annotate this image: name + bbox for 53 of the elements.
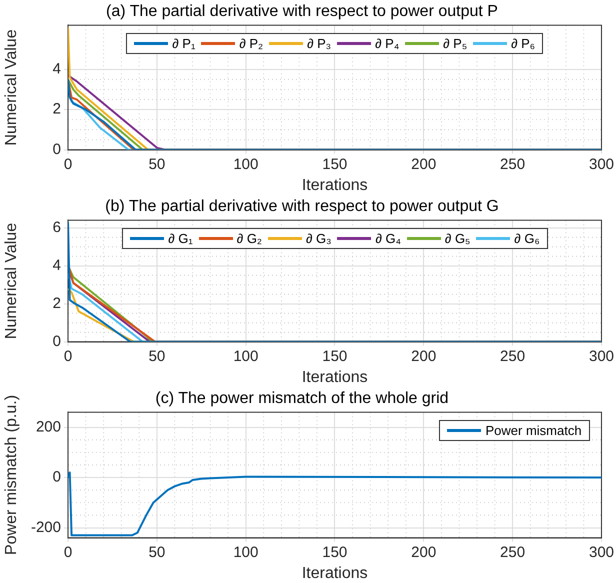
x-tick-label: 50 bbox=[148, 544, 166, 561]
legend-label: ∂ G₂ bbox=[236, 231, 262, 246]
legend-label: ∂ P₂ bbox=[239, 36, 264, 52]
y-tick-label: 2 bbox=[52, 100, 61, 118]
legend-label: ∂ G₆ bbox=[514, 231, 540, 246]
x-tick-label: 100 bbox=[233, 348, 258, 365]
x-tick-label: 0 bbox=[64, 544, 72, 561]
y-axis-title: Power mismatch (p.u.) bbox=[3, 394, 20, 556]
y-tick-label: 0 bbox=[52, 140, 61, 158]
x-tick-label: 50 bbox=[148, 348, 166, 365]
legend-label: ∂ P₆ bbox=[511, 36, 536, 52]
x-axis-title: Iterations bbox=[302, 176, 368, 194]
chart-title: (b) The partial derivative with respect to power output G bbox=[105, 198, 499, 216]
y-tick-label: -200 bbox=[30, 518, 61, 536]
y-tick-label: 0 bbox=[52, 332, 61, 350]
legend-label: ∂ G₁ bbox=[168, 231, 193, 246]
x-tick-label: 50 bbox=[148, 156, 166, 173]
x-tick-label: 200 bbox=[411, 348, 436, 365]
x-axis-title: Iterations bbox=[302, 368, 368, 386]
y-tick-label: 4 bbox=[52, 60, 61, 78]
chart-title: (c) The power mismatch of the whole grid bbox=[155, 390, 449, 408]
y-axis-title: Numerical Value bbox=[3, 29, 20, 146]
y-tick-label: 2 bbox=[52, 294, 61, 312]
x-tick-label: 150 bbox=[322, 544, 348, 561]
legend-label: ∂ G₄ bbox=[375, 231, 401, 246]
legend-label: Power mismatch bbox=[485, 423, 582, 438]
y-tick-label: 200 bbox=[36, 418, 61, 436]
x-tick-label: 100 bbox=[233, 544, 258, 561]
legend-label: ∂ G₃ bbox=[306, 231, 332, 246]
legend-label: ∂ P₁ bbox=[172, 36, 196, 52]
x-tick-label: 0 bbox=[64, 348, 72, 365]
x-tick-label: 150 bbox=[322, 156, 348, 173]
x-tick-label: 250 bbox=[500, 156, 526, 173]
x-tick-label: 300 bbox=[588, 348, 614, 365]
legend-label: ∂ P₅ bbox=[443, 36, 468, 52]
legend-label: ∂ P₃ bbox=[307, 36, 332, 52]
y-tick-label: 4 bbox=[52, 256, 61, 274]
x-tick-label: 300 bbox=[588, 544, 614, 561]
y-tick-label: 0 bbox=[52, 468, 61, 486]
x-axis-title: Iterations bbox=[302, 564, 368, 582]
x-tick-label: 200 bbox=[411, 544, 436, 561]
x-tick-label: 200 bbox=[411, 156, 436, 173]
x-tick-label: 250 bbox=[500, 544, 526, 561]
x-tick-label: 250 bbox=[500, 348, 526, 365]
x-tick-label: 100 bbox=[233, 156, 258, 173]
legend-label: ∂ P₄ bbox=[375, 36, 400, 52]
y-tick-label: 6 bbox=[52, 218, 61, 236]
x-tick-label: 0 bbox=[64, 156, 72, 173]
legend-label: ∂ G₅ bbox=[444, 231, 470, 246]
y-axis-title: Numerical Value bbox=[3, 222, 20, 340]
x-tick-label: 150 bbox=[322, 348, 348, 365]
x-tick-label: 300 bbox=[588, 156, 614, 173]
chart-title: (a) The partial derivative with respect to power output P bbox=[106, 3, 498, 20]
